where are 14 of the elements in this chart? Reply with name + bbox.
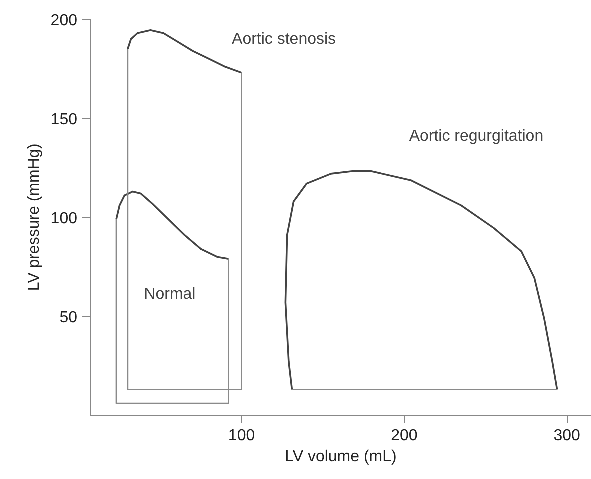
y-tick-label: 150 bbox=[50, 112, 78, 128]
text: Normal bbox=[144, 286, 196, 304]
y-tick-label: 200 bbox=[50, 12, 78, 30]
series-label: Aortic stenosis bbox=[232, 30, 336, 48]
y-axis-title: LV pressure (mmHg) bbox=[26, 144, 43, 292]
text: Aortic regurgitation bbox=[409, 128, 544, 145]
y-tick-label: 100 bbox=[50, 210, 78, 228]
y-tick-label: 50 bbox=[60, 310, 78, 326]
line-series bbox=[116, 190, 230, 260]
line-series bbox=[284, 170, 558, 391]
x-tick-label: 100 bbox=[228, 428, 256, 444]
x-axis-title: LV volume (mL) bbox=[285, 448, 397, 466]
x-tick-label: 200 bbox=[391, 428, 418, 444]
x-tick-label: 300 bbox=[554, 428, 581, 444]
